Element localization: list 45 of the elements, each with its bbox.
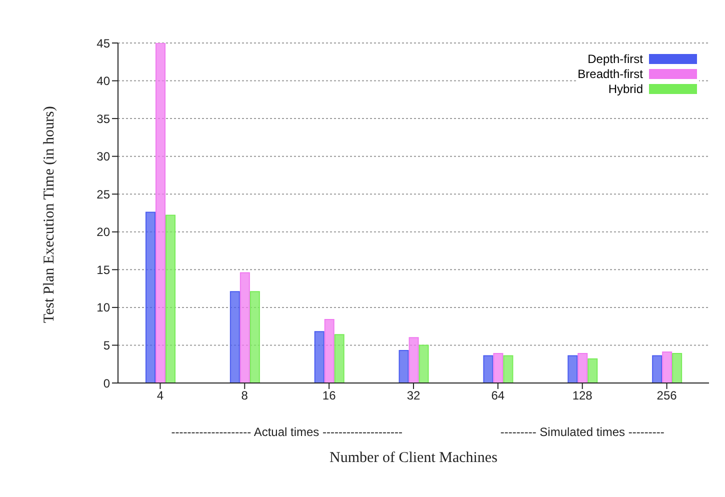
bar bbox=[503, 355, 514, 383]
bar bbox=[230, 291, 240, 383]
bar bbox=[398, 350, 409, 383]
x-tick-label: 32 bbox=[406, 388, 420, 403]
y-tick-label: 15 bbox=[96, 262, 110, 277]
bar bbox=[662, 352, 672, 383]
bar bbox=[334, 334, 344, 383]
bar bbox=[156, 43, 166, 383]
y-tick-label: 45 bbox=[96, 36, 110, 50]
bar bbox=[146, 212, 156, 383]
bar bbox=[483, 355, 494, 383]
legend-label: Hybrid bbox=[608, 82, 643, 96]
y-tick-label: 35 bbox=[96, 112, 110, 126]
bar bbox=[652, 355, 662, 383]
x-tick-label: 64 bbox=[491, 388, 505, 403]
y-tick-label: 20 bbox=[96, 225, 110, 240]
bar bbox=[240, 272, 250, 383]
bar bbox=[493, 353, 504, 383]
bar bbox=[166, 214, 176, 383]
x-tick-label: 8 bbox=[241, 388, 248, 403]
x-tick-label: 16 bbox=[322, 388, 336, 403]
legend-label: Breadth-first bbox=[578, 66, 643, 80]
x-tick-label: 128 bbox=[572, 388, 593, 403]
bar bbox=[568, 355, 578, 383]
bar bbox=[250, 291, 260, 383]
bar bbox=[672, 353, 682, 383]
y-tick-label: 30 bbox=[96, 150, 110, 164]
bar bbox=[324, 319, 334, 383]
text: --------- Simulated times --------- bbox=[500, 425, 664, 439]
y-tick-label: 0 bbox=[103, 376, 110, 390]
y-axis-title: Test Plan Execution Time (in hours) bbox=[41, 106, 58, 323]
y-tick-label: 25 bbox=[96, 187, 110, 202]
bar bbox=[418, 344, 429, 383]
bar bbox=[314, 331, 324, 383]
legend-label: Depth-first bbox=[588, 52, 643, 66]
x-tick-label: 256 bbox=[656, 388, 678, 403]
text: -------------------- Actual times -------------------- bbox=[170, 425, 404, 439]
y-tick-label: 5 bbox=[103, 338, 110, 352]
bar bbox=[578, 353, 588, 383]
bar bbox=[588, 358, 598, 383]
y-tick-label: 10 bbox=[96, 300, 110, 315]
x-axis-title: Number of Client Machines bbox=[328, 450, 498, 467]
x-tick-label: 4 bbox=[156, 388, 164, 403]
bar bbox=[408, 337, 419, 383]
y-tick-label: 40 bbox=[96, 74, 110, 88]
